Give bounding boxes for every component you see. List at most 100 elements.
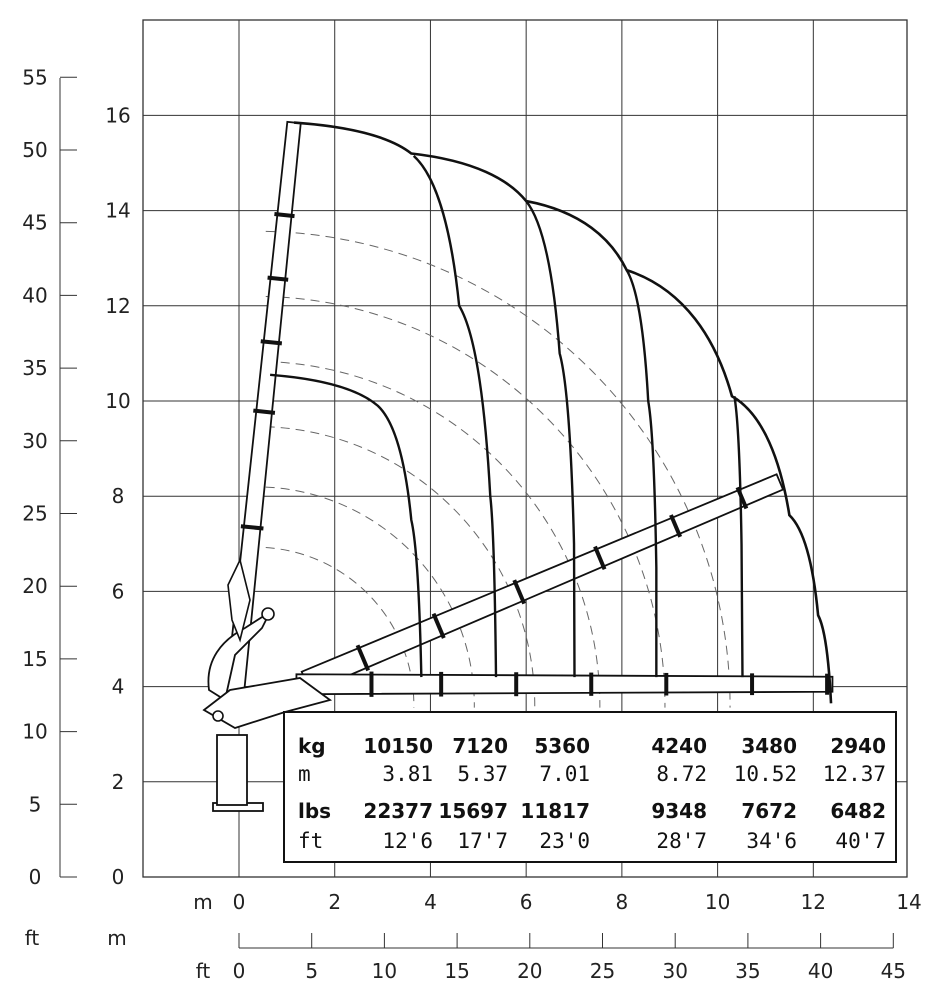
table-unit-lbs: lbs (298, 799, 331, 823)
boom-body (300, 473, 785, 694)
table-cell: 7.01 (539, 762, 590, 786)
boom-collar (355, 644, 371, 672)
y-tick-ft: 25 (22, 502, 47, 526)
dashed-arc (265, 295, 666, 708)
boom-collar (735, 486, 749, 510)
table-cell: 23'0 (539, 829, 590, 853)
cylinder (227, 557, 251, 643)
table-cell: 10150 (363, 734, 433, 758)
y-tick-ft: 30 (22, 429, 47, 453)
table-cell: 28'7 (656, 829, 707, 853)
y-tick-m: 12 (105, 294, 130, 318)
plot-frame (142, 19, 908, 878)
load-curve (525, 200, 576, 678)
corner-label-ft: ft (25, 926, 40, 950)
y-tick-m: 10 (105, 389, 130, 413)
x-tick-m: 8 (616, 890, 629, 914)
x-tick-ft: 35 (735, 959, 760, 983)
boom-collar (431, 612, 446, 639)
load-curve (270, 373, 423, 678)
y-tick-ft: 45 (22, 211, 47, 235)
x-tick-m: 10 (705, 890, 730, 914)
y-tick-ft: 40 (22, 283, 47, 307)
boom-collar (267, 275, 289, 282)
y-tick-m: 14 (105, 199, 130, 223)
main-arm (207, 609, 273, 702)
x-tick-m: 12 (801, 890, 826, 914)
x-tick-m: 14 (896, 890, 921, 914)
x-tick-m: 6 (520, 890, 533, 914)
table-cell: 2940 (830, 734, 886, 758)
load-curve (733, 396, 744, 678)
boom-collar (669, 514, 683, 538)
table-cell: 5360 (534, 734, 590, 758)
y-tick-m: 0 (112, 865, 125, 889)
boom-collar (260, 339, 283, 346)
table-cell: 10.52 (734, 762, 797, 786)
boom-collar (593, 545, 607, 570)
boom-collar (240, 524, 264, 531)
x-tick-m: 2 (328, 890, 341, 914)
table-cell: 5.37 (457, 762, 508, 786)
crane-base (202, 557, 333, 812)
y-tick-ft: 10 (22, 720, 47, 744)
load-curve (412, 154, 498, 678)
y-tick-m: 8 (112, 484, 125, 508)
boom-collar (512, 579, 527, 605)
x-tick-m: 4 (424, 890, 437, 914)
x-tick-ft: 10 (372, 959, 397, 983)
boom-horizontal (295, 671, 834, 697)
table-unit-m: m (298, 762, 311, 786)
y-tick-ft: 50 (22, 138, 47, 162)
x-tick-ft: 30 (662, 959, 687, 983)
table-cell: 11817 (520, 799, 590, 823)
table-cell: 7672 (741, 799, 797, 823)
corner-label-m: m (107, 926, 126, 950)
y-tick-ft: 35 (22, 356, 47, 380)
table-cell: 34'6 (746, 829, 797, 853)
y-tick-m: 6 (112, 579, 125, 603)
y-tick-ft: 20 (22, 574, 47, 598)
dashed-arc (265, 486, 475, 708)
crane-booms (202, 120, 834, 812)
table-cell: 12'6 (382, 829, 433, 853)
table-cell: 9348 (651, 799, 707, 823)
table-cell: 40'7 (835, 829, 886, 853)
table-cell: 6482 (830, 799, 886, 823)
load-curves (270, 121, 833, 704)
dashed-arc (265, 230, 731, 708)
load-curve (625, 269, 658, 678)
boom-collar (253, 408, 276, 415)
x-tick-ft: 40 (808, 959, 833, 983)
y-tick-m: 16 (105, 103, 130, 127)
y-tick-m: 2 (112, 770, 125, 794)
outer-envelope (293, 121, 833, 704)
table-unit-kg: kg (298, 734, 326, 758)
dashed-arc (265, 361, 601, 708)
pivot-pin (212, 710, 224, 722)
x-tick-ft: 25 (590, 959, 615, 983)
table-unit-ft: ft (298, 829, 323, 853)
x-tick-ft: 20 (517, 959, 542, 983)
table-cell: 22377 (363, 799, 433, 823)
table-cell: 8.72 (656, 762, 707, 786)
dashed-arcs (265, 230, 731, 708)
x-unit-m: m (193, 890, 212, 914)
table-cell: 3.81 (382, 762, 433, 786)
y-tick-ft: 0 (29, 865, 42, 889)
boom-inclined (300, 473, 785, 694)
dashed-arc (265, 426, 536, 708)
knuckle-arm (202, 677, 333, 729)
y-tick-m: 4 (112, 675, 125, 699)
table-cell: 3480 (741, 734, 797, 758)
load-table: kg 10150 7120 5360 4240 3480 2940 m 3.81 5.37 7.01… (283, 711, 897, 863)
y-tick-ft: 15 (22, 647, 47, 671)
x-tick-ft: 0 (233, 959, 246, 983)
x-tick-ft: 15 (444, 959, 469, 983)
pivot-pin (261, 607, 275, 621)
x-tick-m: 0 (233, 890, 246, 914)
boom-collar (274, 212, 295, 219)
table-cell: 12.37 (823, 762, 886, 786)
